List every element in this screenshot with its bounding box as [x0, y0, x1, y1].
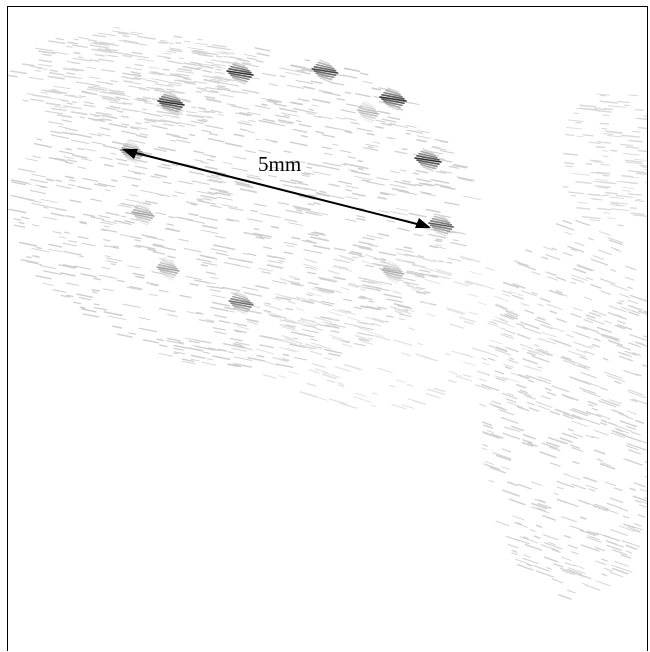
speckle-scan-image: [8, 26, 647, 600]
ultrasound-image-frame: 5mm: [7, 6, 648, 651]
arrowhead-left-icon: [122, 149, 138, 159]
scale-label: 5mm: [258, 152, 302, 176]
background-speckle: [8, 26, 647, 600]
target-spots: [119, 59, 455, 315]
arrowhead-right-icon: [415, 218, 431, 228]
scale-arrow: [122, 149, 431, 228]
